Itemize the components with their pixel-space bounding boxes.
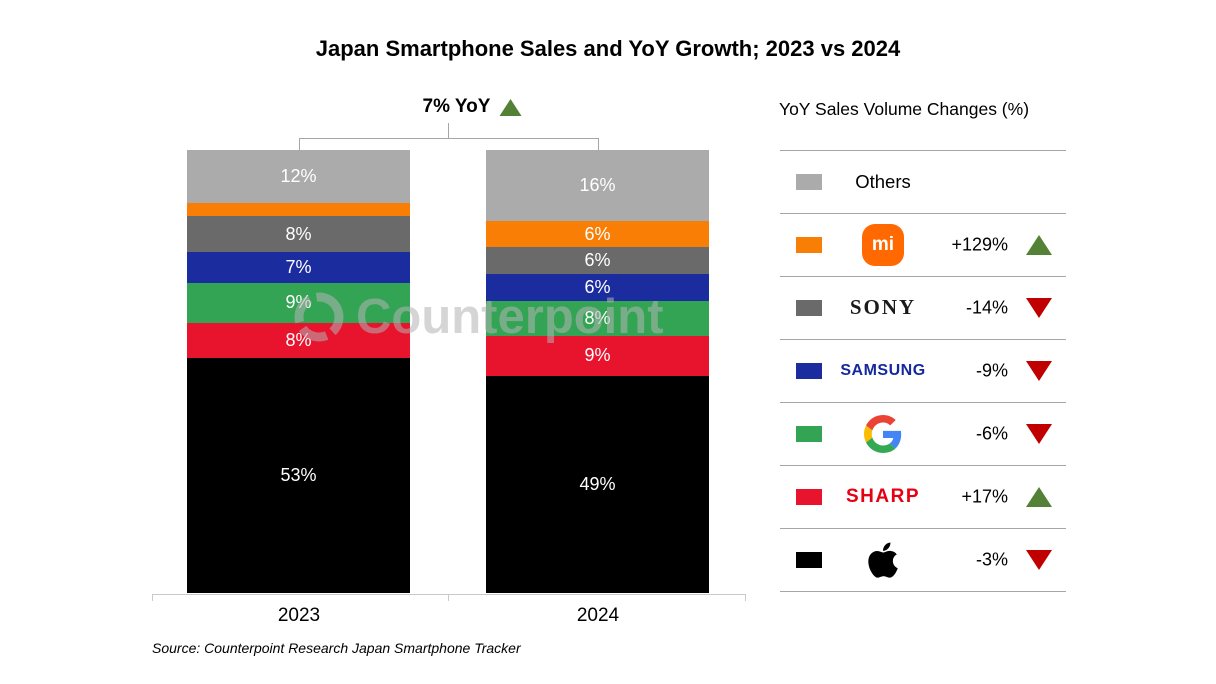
apple-logo — [818, 528, 948, 591]
segment-label: 8% — [285, 329, 312, 350]
legend-change-value: -9% — [975, 360, 1008, 380]
legend-change-value: +17% — [961, 486, 1008, 506]
legend-divider — [780, 276, 1066, 277]
bracket-stub — [448, 123, 449, 138]
segment-label: 6% — [584, 223, 611, 244]
stacked-bar-2023: 12% 8% 7% 9% 8% 53% — [187, 150, 410, 593]
legend-swatch-google — [796, 425, 822, 442]
bracket-horizontal — [299, 138, 599, 139]
segment-sharp-2023: 8% — [187, 322, 410, 359]
segment-label: 8% — [584, 307, 611, 328]
others-label: Others — [818, 150, 948, 213]
segment-label: 16% — [579, 174, 616, 195]
source-note: Source: Counterpoint Research Japan Smar… — [152, 640, 521, 656]
stacked-bar-2024: 16% 6% 6% 6% 8% 9% 49% — [486, 150, 709, 593]
up-triangle-icon — [1026, 486, 1052, 507]
segment-sharp-2024: 9% — [486, 336, 709, 376]
sharp-wordmark: SHARP — [845, 485, 920, 507]
total-growth-label: 7% YoY — [422, 96, 491, 117]
up-triangle-icon — [1026, 234, 1052, 255]
legend-divider — [780, 465, 1066, 466]
legend-divider — [780, 339, 1066, 340]
legend-divider — [780, 591, 1066, 592]
segment-label: 12% — [280, 166, 317, 187]
legend-swatch-apple — [796, 551, 822, 568]
legend-title: YoY Sales Volume Changes (%) — [779, 99, 1030, 119]
apple-logo-icon — [868, 542, 898, 578]
bracket-right-drop — [598, 139, 599, 150]
samsung-logo: SAMSUNG — [818, 339, 948, 402]
legend-change-value: -3% — [975, 549, 1008, 569]
xiaomi-logo: mi — [818, 213, 948, 276]
bracket-left-drop — [299, 139, 300, 150]
segment-apple-2023: 53% — [187, 358, 410, 593]
legend-row-sharp: SHARP +17% — [780, 465, 1066, 528]
segment-samsung-2023: 7% — [187, 251, 410, 283]
legend-divider — [780, 150, 1066, 151]
total-growth-annotation: 7% YoY — [423, 96, 522, 118]
segment-others-2024: 16% — [486, 150, 709, 221]
segment-label: 6% — [584, 276, 611, 297]
segment-sony-2024: 6% — [486, 247, 709, 275]
legend-row-sony: SONY -14% — [780, 276, 1066, 339]
segment-label: 49% — [579, 473, 616, 494]
legend-row-others: Others — [780, 150, 1066, 213]
down-triangle-icon — [1026, 360, 1052, 381]
xiaomi-mi-icon: mi — [862, 223, 904, 266]
down-triangle-icon — [1026, 549, 1052, 570]
segment-google-2023: 9% — [187, 282, 410, 323]
axis-tick — [152, 595, 153, 601]
legend-change-value: -6% — [975, 423, 1008, 443]
segment-label: 9% — [584, 345, 611, 366]
segment-apple-2024: 49% — [486, 375, 709, 593]
down-triangle-icon — [1026, 297, 1052, 318]
segment-label: 9% — [285, 292, 312, 313]
legend-swatch-samsung — [796, 362, 822, 379]
x-label-2023: 2023 — [277, 605, 321, 626]
legend-row-apple: -3% — [780, 528, 1066, 591]
segment-label: 7% — [285, 256, 312, 277]
sharp-logo: SHARP — [818, 465, 948, 528]
up-triangle-icon — [499, 98, 522, 116]
legend-change-value: -14% — [965, 297, 1008, 317]
legend-change-value: +129% — [951, 234, 1008, 254]
segment-label: 8% — [285, 223, 312, 244]
segment-label: 53% — [280, 465, 317, 486]
chart-title: Japan Smartphone Sales and YoY Growth; 2… — [315, 36, 901, 61]
legend-swatch-xiaomi — [796, 236, 822, 253]
segment-xiaomi-2024: 6% — [486, 220, 709, 248]
legend-swatch-others — [796, 173, 822, 190]
segment-others-2023: 12% — [187, 150, 410, 204]
x-axis-line — [152, 594, 746, 595]
segment-samsung-2024: 6% — [486, 274, 709, 301]
legend-divider — [780, 213, 1066, 214]
x-label-2024: 2024 — [576, 605, 620, 626]
segment-label: 6% — [584, 250, 611, 271]
samsung-wordmark: SAMSUNG — [840, 361, 926, 379]
legend-label-others: Others — [855, 170, 911, 192]
legend-row-google: -6% — [780, 402, 1066, 465]
sony-wordmark: SONY — [849, 295, 917, 319]
axis-tick — [745, 595, 746, 601]
segment-google-2024: 8% — [486, 300, 709, 337]
segment-xiaomi-2023 — [187, 203, 410, 217]
legend-divider — [780, 528, 1066, 529]
google-g-icon — [864, 414, 902, 453]
legend-row-xiaomi: mi +129% — [780, 213, 1066, 276]
legend-row-samsung: SAMSUNG -9% — [780, 339, 1066, 402]
segment-sony-2023: 8% — [187, 216, 410, 252]
google-logo — [818, 402, 948, 465]
legend-divider — [780, 402, 1066, 403]
axis-tick — [448, 595, 449, 601]
legend-swatch-sony — [796, 299, 822, 316]
down-triangle-icon — [1026, 423, 1052, 444]
legend-swatch-sharp — [796, 488, 822, 505]
sony-logo: SONY — [818, 276, 948, 339]
